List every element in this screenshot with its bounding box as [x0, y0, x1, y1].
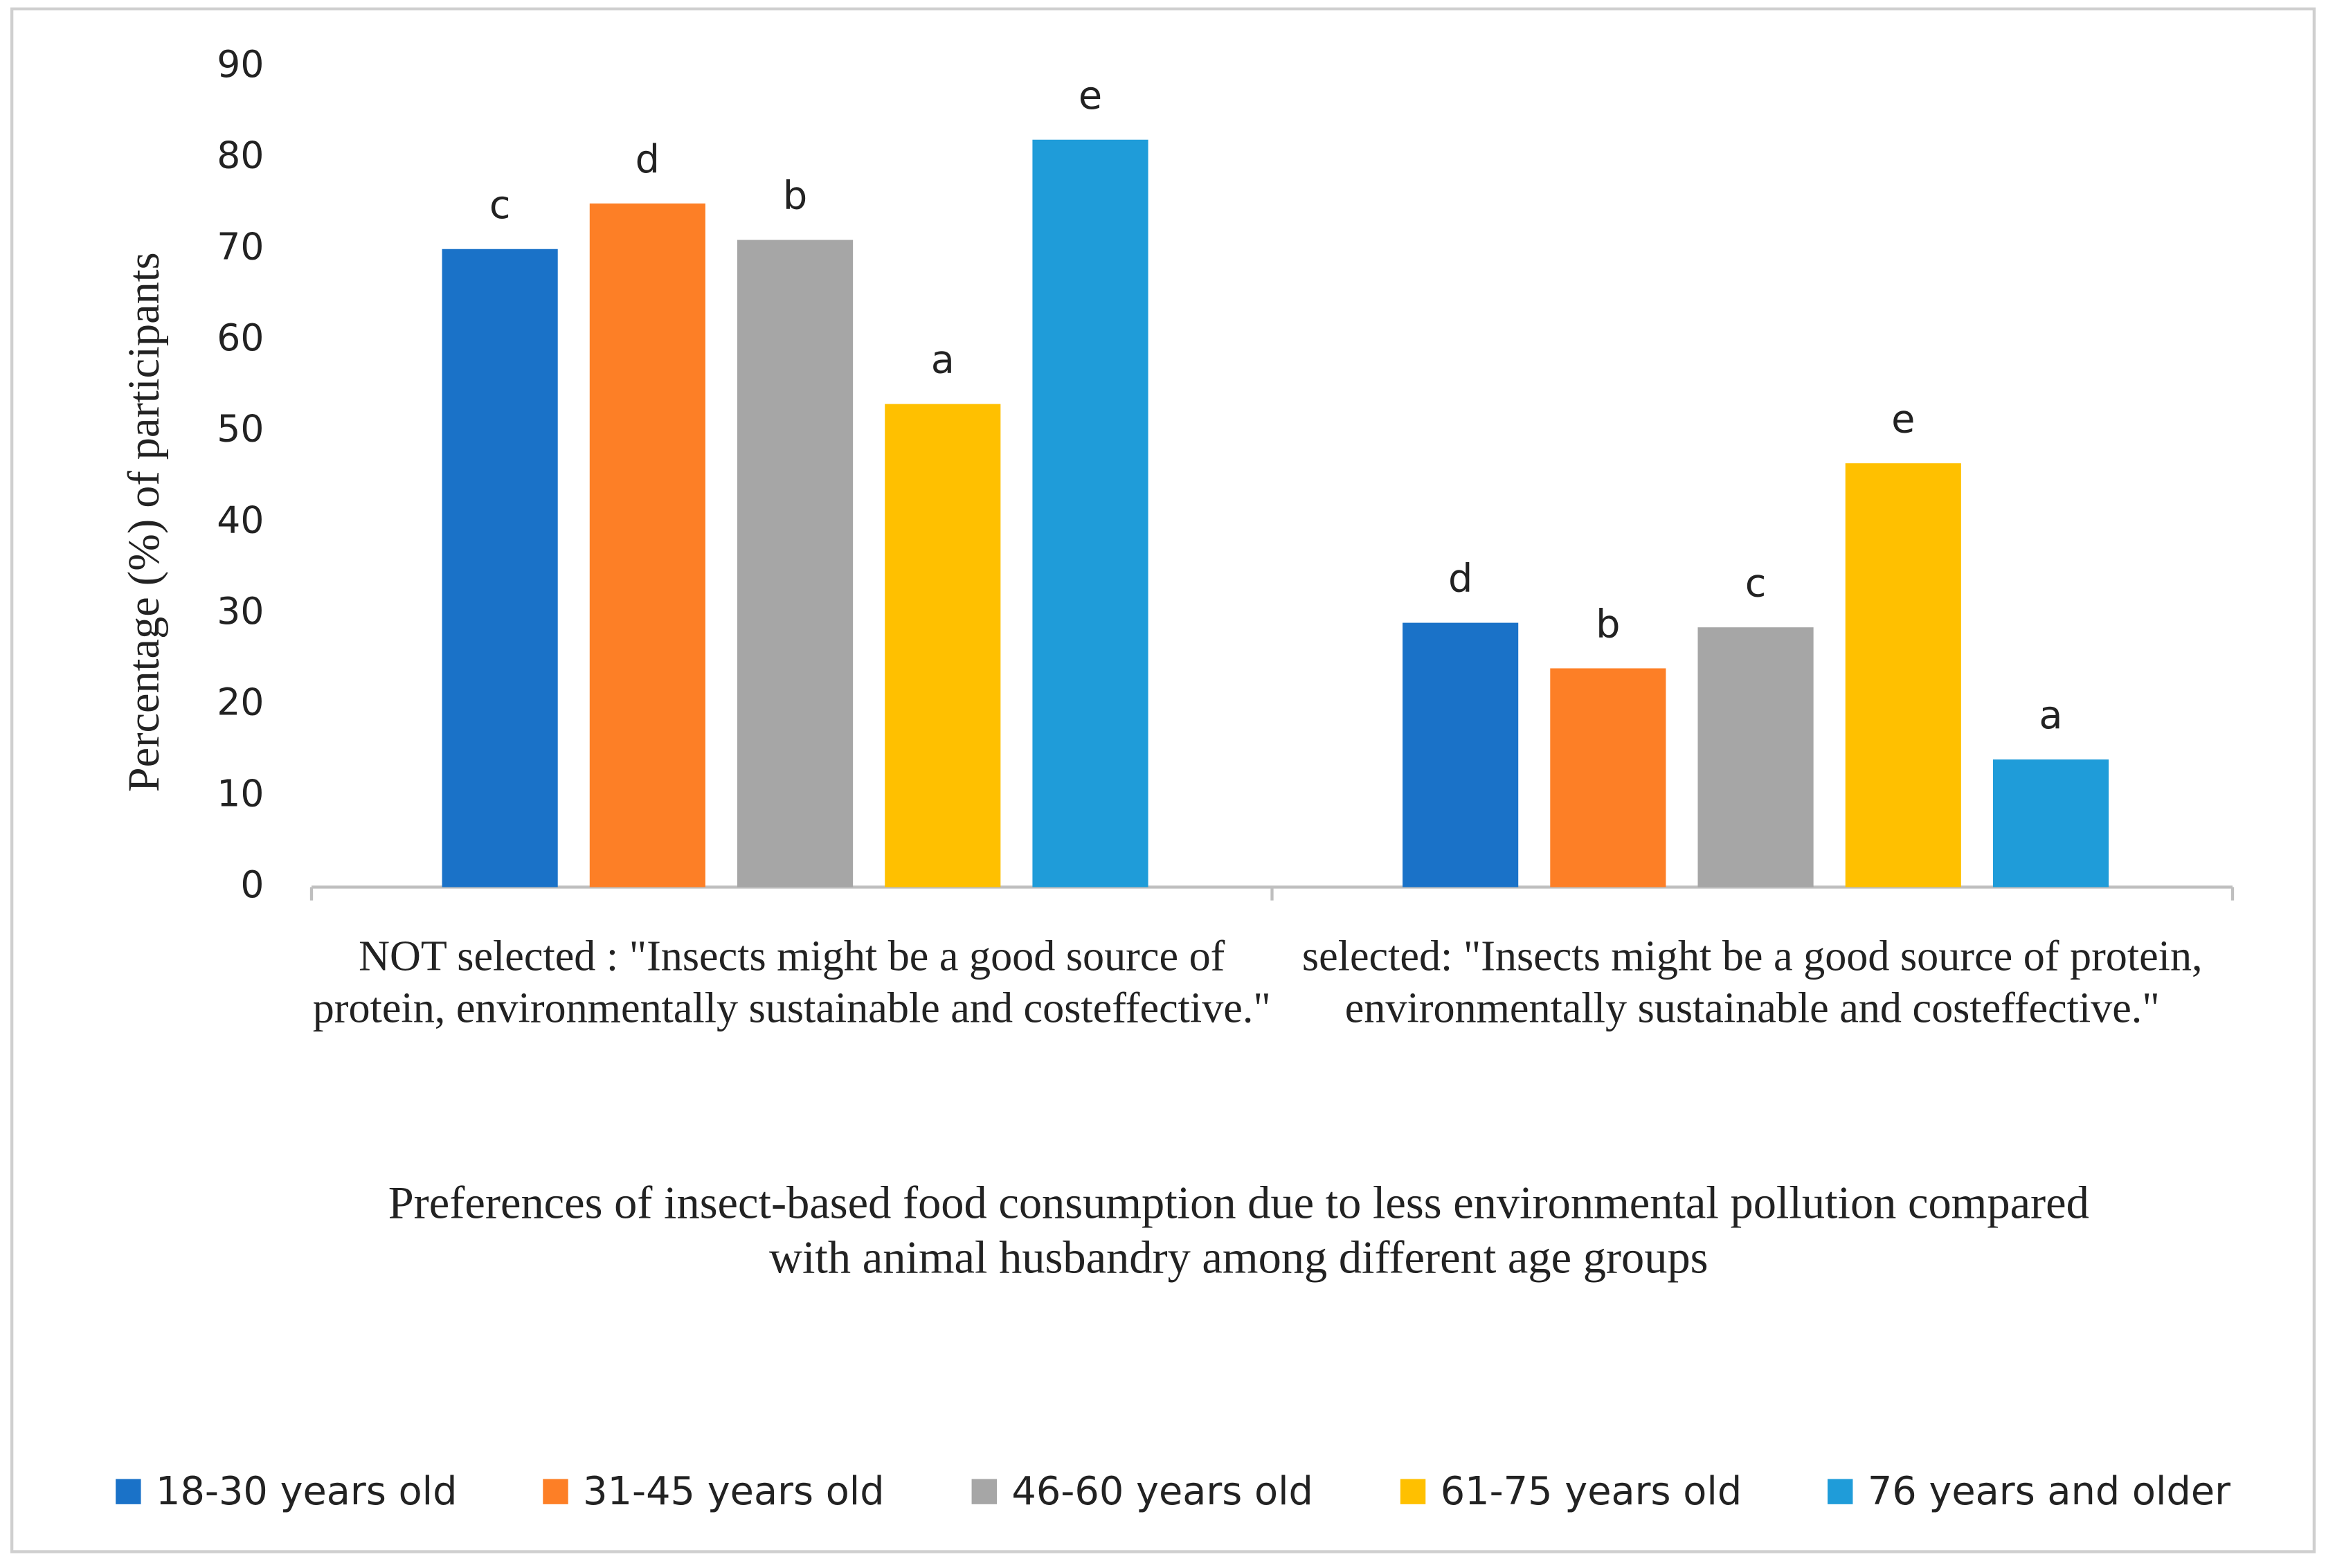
- bar-letter: c: [1745, 561, 1767, 606]
- bar-letter: b: [1596, 602, 1620, 647]
- bar: [1992, 759, 2109, 887]
- bar: [442, 249, 558, 887]
- y-axis-title: Percentage (%) of participants: [119, 252, 168, 792]
- y-tick-label: 0: [240, 863, 264, 906]
- x-tick-label: selected: "Insects might be a good sourc…: [1301, 932, 2203, 1032]
- bar-letter: a: [2039, 693, 2062, 738]
- bar: [1550, 668, 1666, 887]
- y-tick-label: 60: [217, 316, 264, 359]
- legend-label: 76 years and older: [1868, 1469, 2230, 1514]
- legend-label: 31-45 years old: [583, 1469, 884, 1514]
- bar: [1403, 622, 1519, 887]
- bar-letter: d: [1448, 557, 1472, 602]
- legend-swatch: [543, 1479, 568, 1504]
- y-tick-label: 30: [217, 589, 264, 633]
- x-axis-title-box: Preferences of insect-based food consump…: [388, 1176, 2089, 1283]
- bar-letter: a: [931, 338, 955, 383]
- x-tick-label-box: NOT selected : "Insects might be a good …: [312, 932, 1271, 1032]
- legend-swatch: [1400, 1479, 1426, 1504]
- x-axis-title: Preferences of insect-based food consump…: [388, 1176, 2089, 1283]
- y-tick-label: 10: [217, 771, 264, 815]
- y-tick-label: 50: [217, 407, 264, 451]
- y-tick-label: 90: [217, 42, 264, 86]
- legend-swatch: [116, 1479, 141, 1504]
- bar-letter: c: [489, 183, 511, 228]
- legend-swatch: [971, 1479, 997, 1504]
- y-tick-label: 80: [217, 134, 264, 177]
- bar-letter: b: [783, 174, 807, 219]
- legend-swatch: [1828, 1479, 1853, 1504]
- bar-letter: e: [1891, 397, 1915, 442]
- legend-label: 18-30 years old: [156, 1469, 457, 1514]
- bar-letter: d: [635, 137, 660, 182]
- bar: [1697, 627, 1814, 887]
- bar-letter: e: [1079, 73, 1102, 118]
- x-tick-label: NOT selected : "Insects might be a good …: [312, 932, 1271, 1032]
- legend-label: 61-75 years old: [1441, 1469, 1742, 1514]
- bar: [1032, 139, 1148, 887]
- y-tick-label: 20: [217, 681, 264, 724]
- x-tick-label-box: selected: "Insects might be a good sourc…: [1301, 932, 2203, 1032]
- y-tick-label: 70: [217, 224, 264, 268]
- bar: [589, 203, 705, 887]
- bar: [737, 240, 854, 887]
- bar: [885, 404, 1001, 887]
- legend-label: 46-60 years old: [1011, 1469, 1313, 1514]
- y-tick-label: 40: [217, 498, 264, 541]
- bar: [1845, 463, 1961, 887]
